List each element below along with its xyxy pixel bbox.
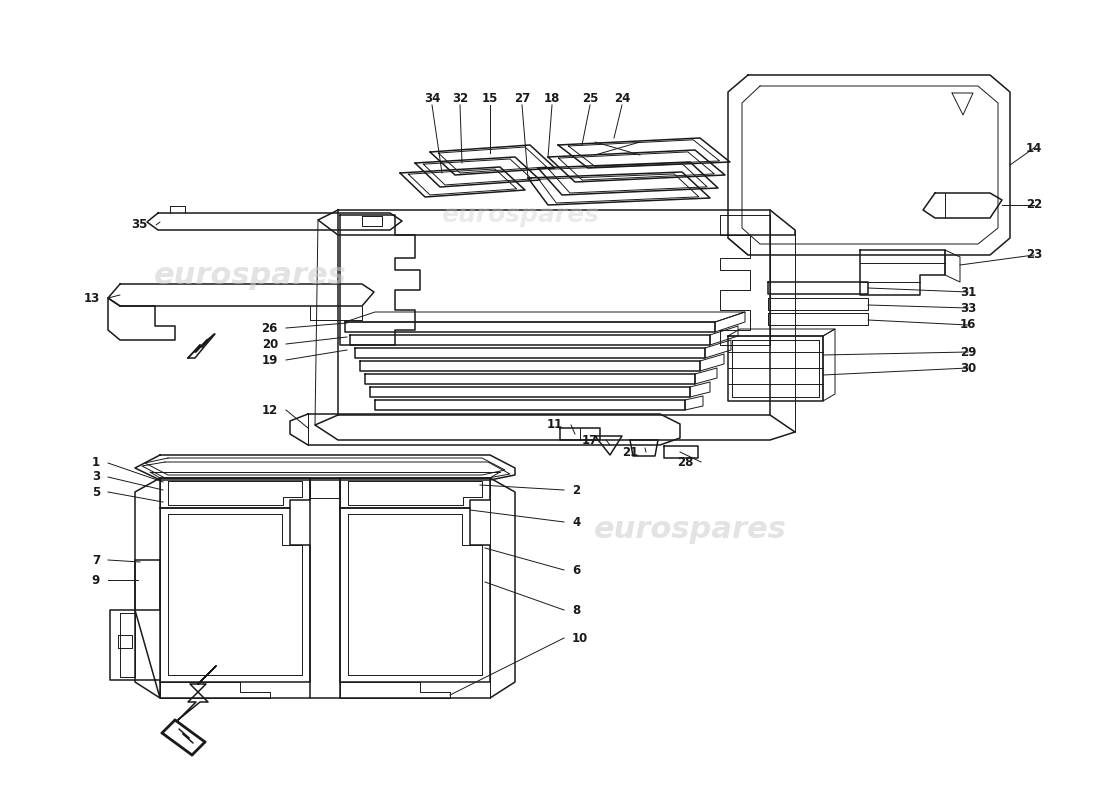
Text: 12: 12	[262, 403, 278, 417]
Text: eurospares: eurospares	[441, 203, 600, 227]
Text: 33: 33	[960, 302, 977, 314]
Text: 25: 25	[582, 92, 598, 105]
Text: 26: 26	[262, 322, 278, 334]
Text: 23: 23	[1025, 249, 1042, 262]
Text: 27: 27	[514, 92, 530, 105]
Text: 6: 6	[572, 563, 581, 577]
Text: 24: 24	[614, 92, 630, 105]
Text: 10: 10	[572, 631, 588, 645]
Text: 20: 20	[262, 338, 278, 350]
Text: 21: 21	[621, 446, 638, 458]
Text: eurospares: eurospares	[594, 515, 786, 545]
Text: 2: 2	[572, 483, 580, 497]
Text: 30: 30	[960, 362, 977, 374]
Text: 17: 17	[582, 434, 598, 446]
Text: 35: 35	[132, 218, 148, 231]
Text: 7: 7	[92, 554, 100, 566]
Text: 13: 13	[84, 291, 100, 305]
Text: 29: 29	[960, 346, 977, 358]
Text: 5: 5	[91, 486, 100, 498]
Text: 16: 16	[960, 318, 977, 331]
Text: 14: 14	[1025, 142, 1042, 154]
Text: eurospares: eurospares	[154, 261, 346, 290]
Text: 18: 18	[543, 92, 560, 105]
Text: 22: 22	[1025, 198, 1042, 211]
Text: 31: 31	[960, 286, 977, 298]
Text: 1: 1	[92, 457, 100, 470]
Text: 11: 11	[547, 418, 563, 431]
Text: 9: 9	[91, 574, 100, 586]
Text: 8: 8	[572, 603, 581, 617]
Text: 3: 3	[92, 470, 100, 483]
Text: 4: 4	[572, 515, 581, 529]
Text: 34: 34	[424, 92, 440, 105]
Text: 28: 28	[676, 455, 693, 469]
Text: 19: 19	[262, 354, 278, 366]
Text: 32: 32	[452, 92, 469, 105]
Text: 15: 15	[482, 92, 498, 105]
